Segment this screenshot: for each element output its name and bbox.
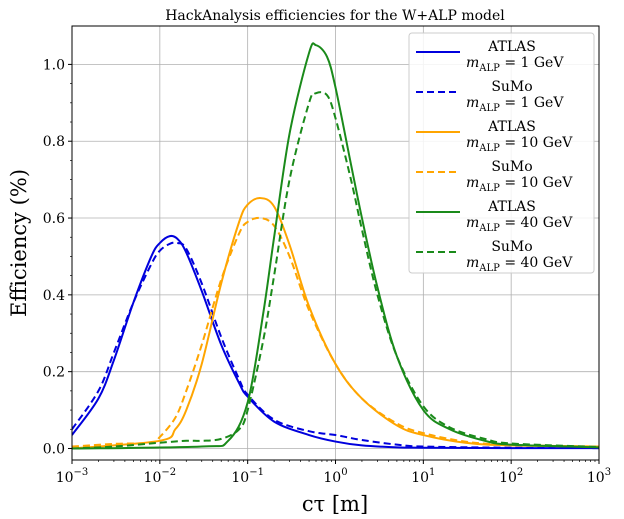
x-tick-label: 10−1 bbox=[231, 467, 264, 486]
x-tick-label: 103 bbox=[587, 467, 611, 486]
legend-label-main: ATLAS bbox=[487, 199, 536, 215]
x-tick-label: 102 bbox=[499, 467, 523, 486]
x-axis-label: cτ [m] bbox=[302, 492, 368, 516]
y-tick-label: 0.2 bbox=[43, 365, 65, 381]
x-tick-label: 10−3 bbox=[56, 467, 89, 486]
y-tick-label: 1.0 bbox=[43, 57, 65, 73]
y-tick-label: 0.4 bbox=[43, 288, 65, 304]
legend-label-main: SuMo bbox=[491, 159, 532, 175]
legend-label-main: ATLAS bbox=[487, 39, 536, 55]
y-tick-label: 0.6 bbox=[43, 211, 65, 227]
x-tick-label: 101 bbox=[411, 467, 435, 486]
x-tick-label: 10−2 bbox=[144, 467, 177, 486]
legend-label-main: SuMo bbox=[491, 239, 532, 255]
x-axis-label-text: cτ [m] bbox=[302, 492, 368, 516]
y-tick-label: 0.0 bbox=[43, 441, 65, 457]
y-axis-label: Efficiency (%) bbox=[7, 169, 31, 317]
legend-label-main: ATLAS bbox=[487, 119, 536, 135]
legend-label-main: SuMo bbox=[491, 79, 532, 95]
x-tick-label: 100 bbox=[323, 467, 347, 486]
y-tick-label: 0.8 bbox=[43, 134, 65, 150]
chart-title: HackAnalysis efficiencies for the W+ALP … bbox=[165, 8, 505, 24]
